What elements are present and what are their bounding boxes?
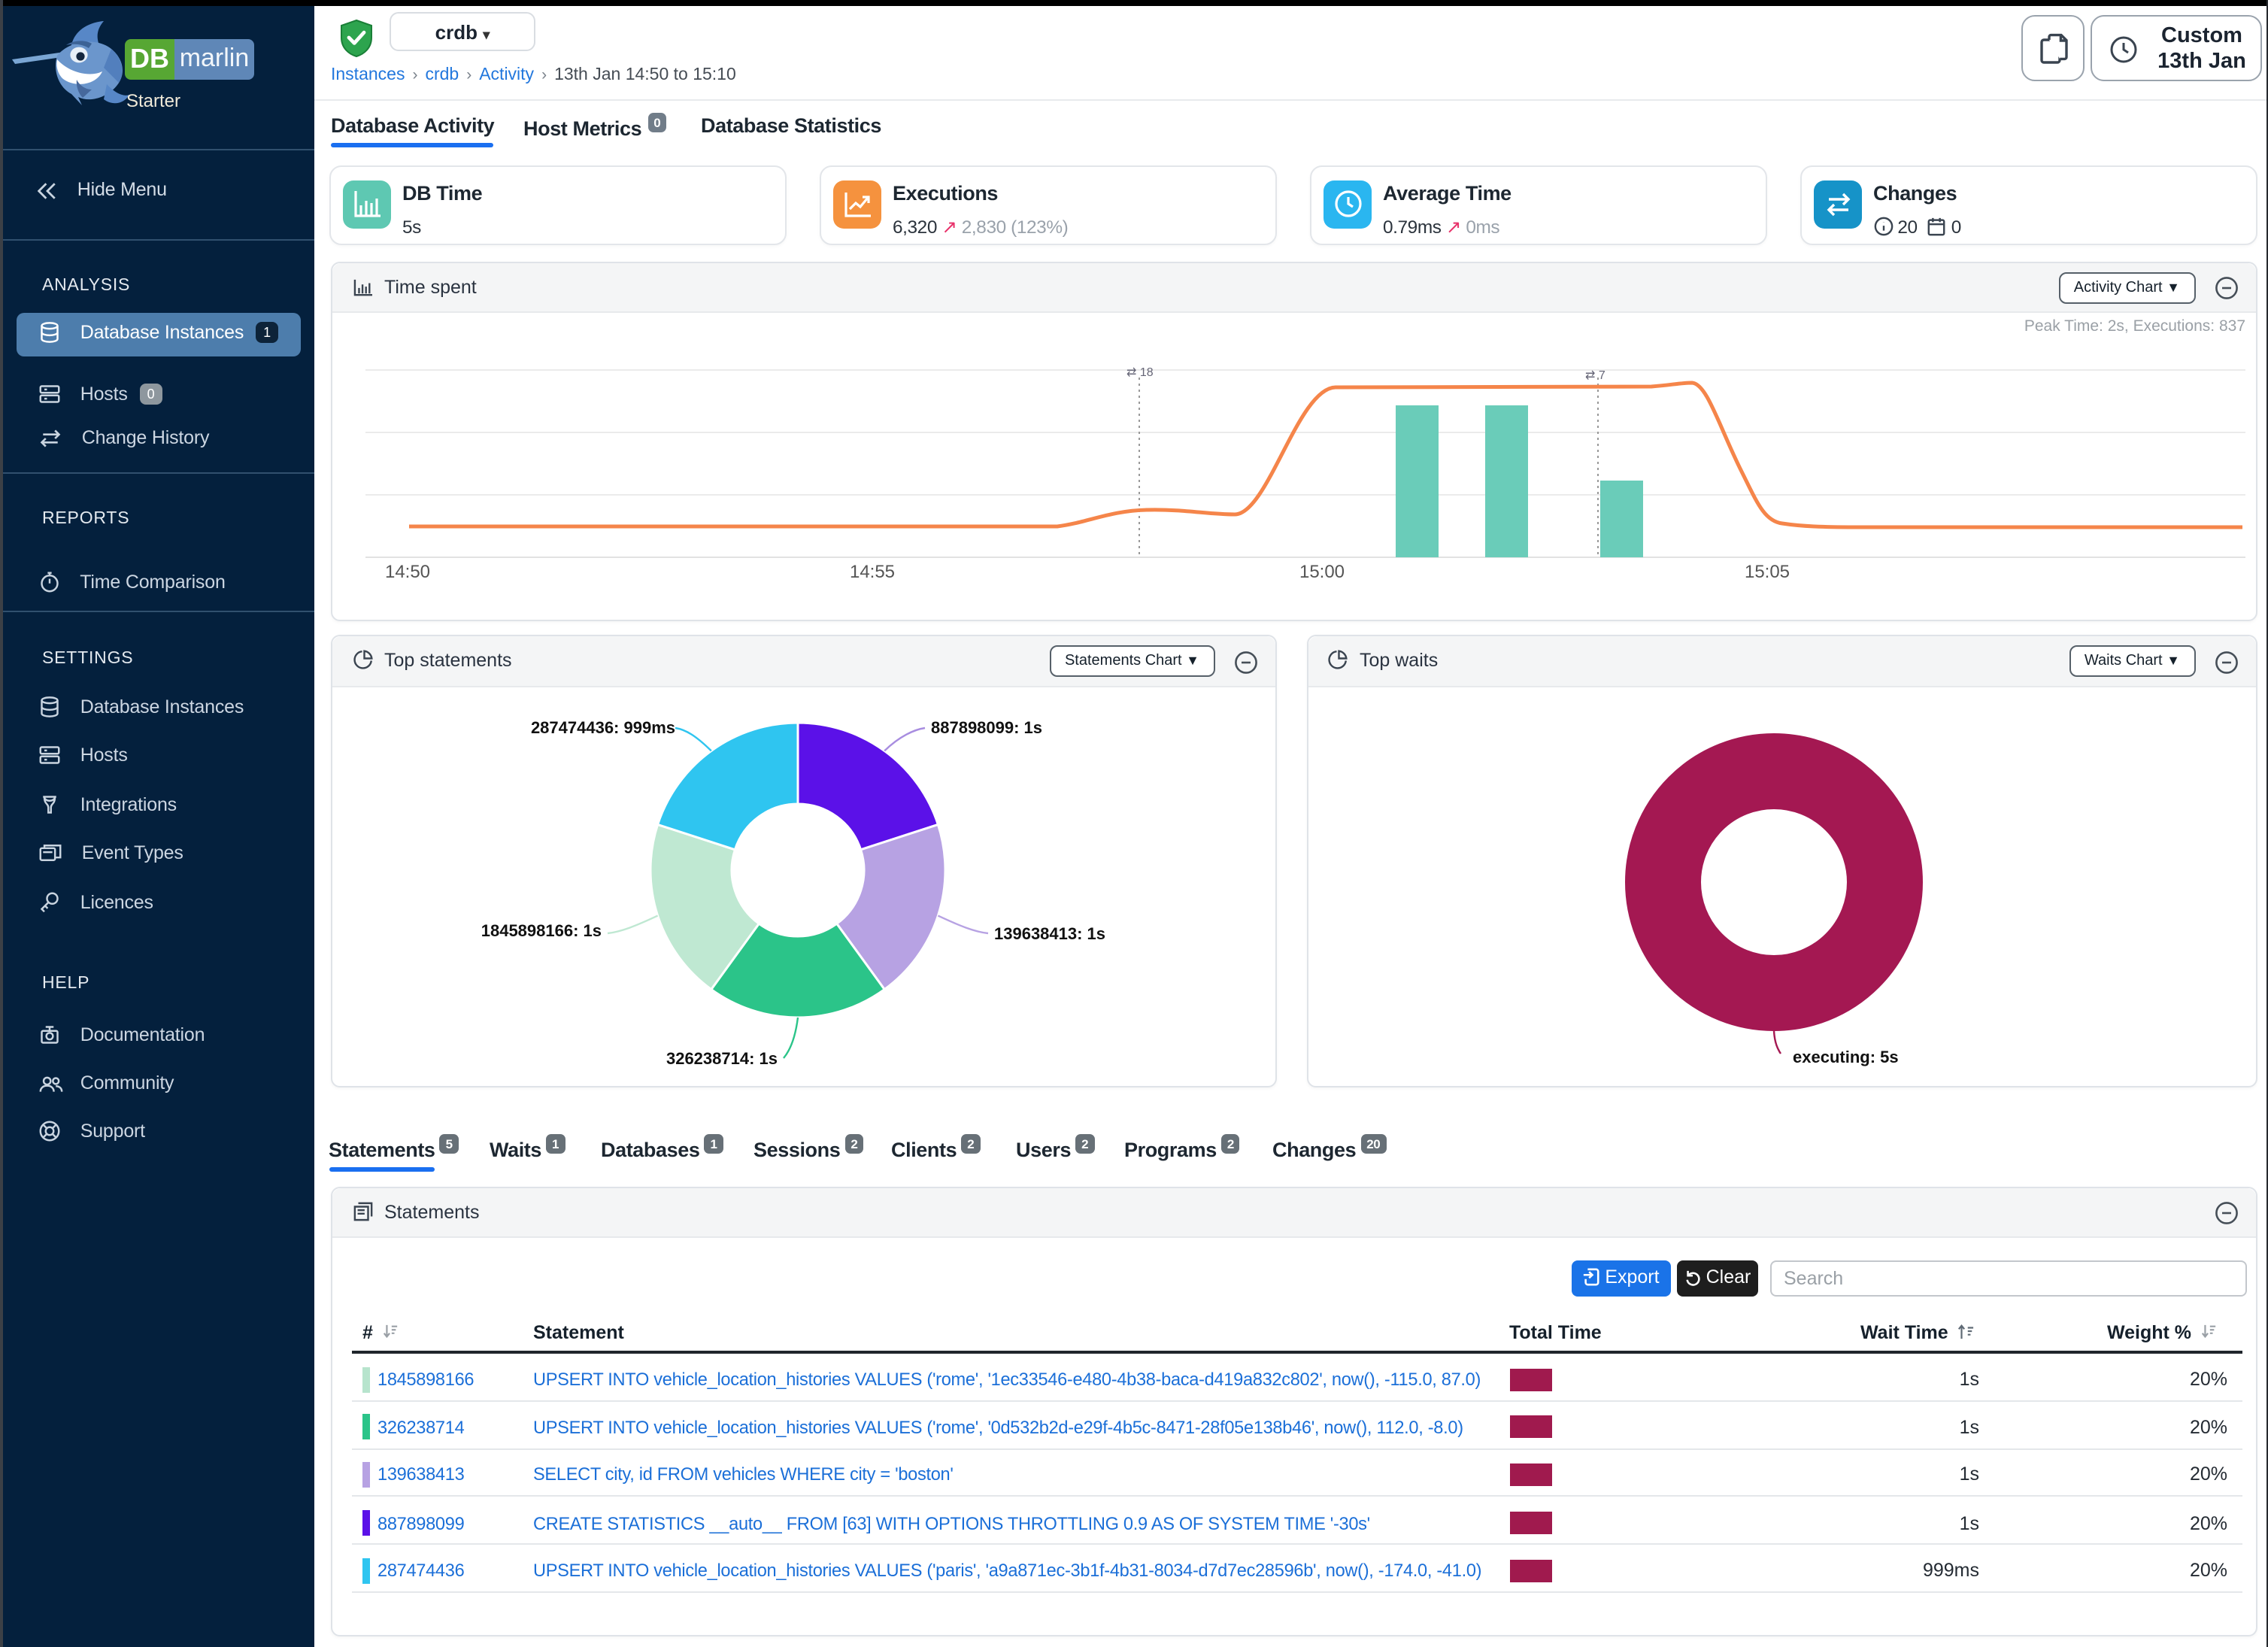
svg-text:⇄ 18: ⇄ 18 [1126, 366, 1154, 379]
svg-text:139638413: 1s: 139638413: 1s [994, 924, 1105, 942]
svg-text:⇄ 7: ⇄ 7 [1585, 369, 1605, 382]
svg-text:executing: 5s: executing: 5s [1792, 1047, 1898, 1066]
svg-text:326238714: 1s: 326238714: 1s [666, 1048, 778, 1067]
svg-text:14:55: 14:55 [850, 562, 895, 582]
svg-text:Peak Time: 2s, Executions: 837: Peak Time: 2s, Executions: 837 [2024, 317, 2245, 335]
svg-text:1845898166: 1s: 1845898166: 1s [481, 921, 602, 939]
svg-text:287474436: 999ms: 287474436: 999ms [531, 717, 675, 736]
svg-text:15:05: 15:05 [1745, 562, 1790, 582]
svg-text:15:00: 15:00 [1299, 562, 1345, 582]
svg-text:14:50: 14:50 [385, 562, 430, 582]
svg-text:887898099: 1s: 887898099: 1s [931, 717, 1042, 736]
